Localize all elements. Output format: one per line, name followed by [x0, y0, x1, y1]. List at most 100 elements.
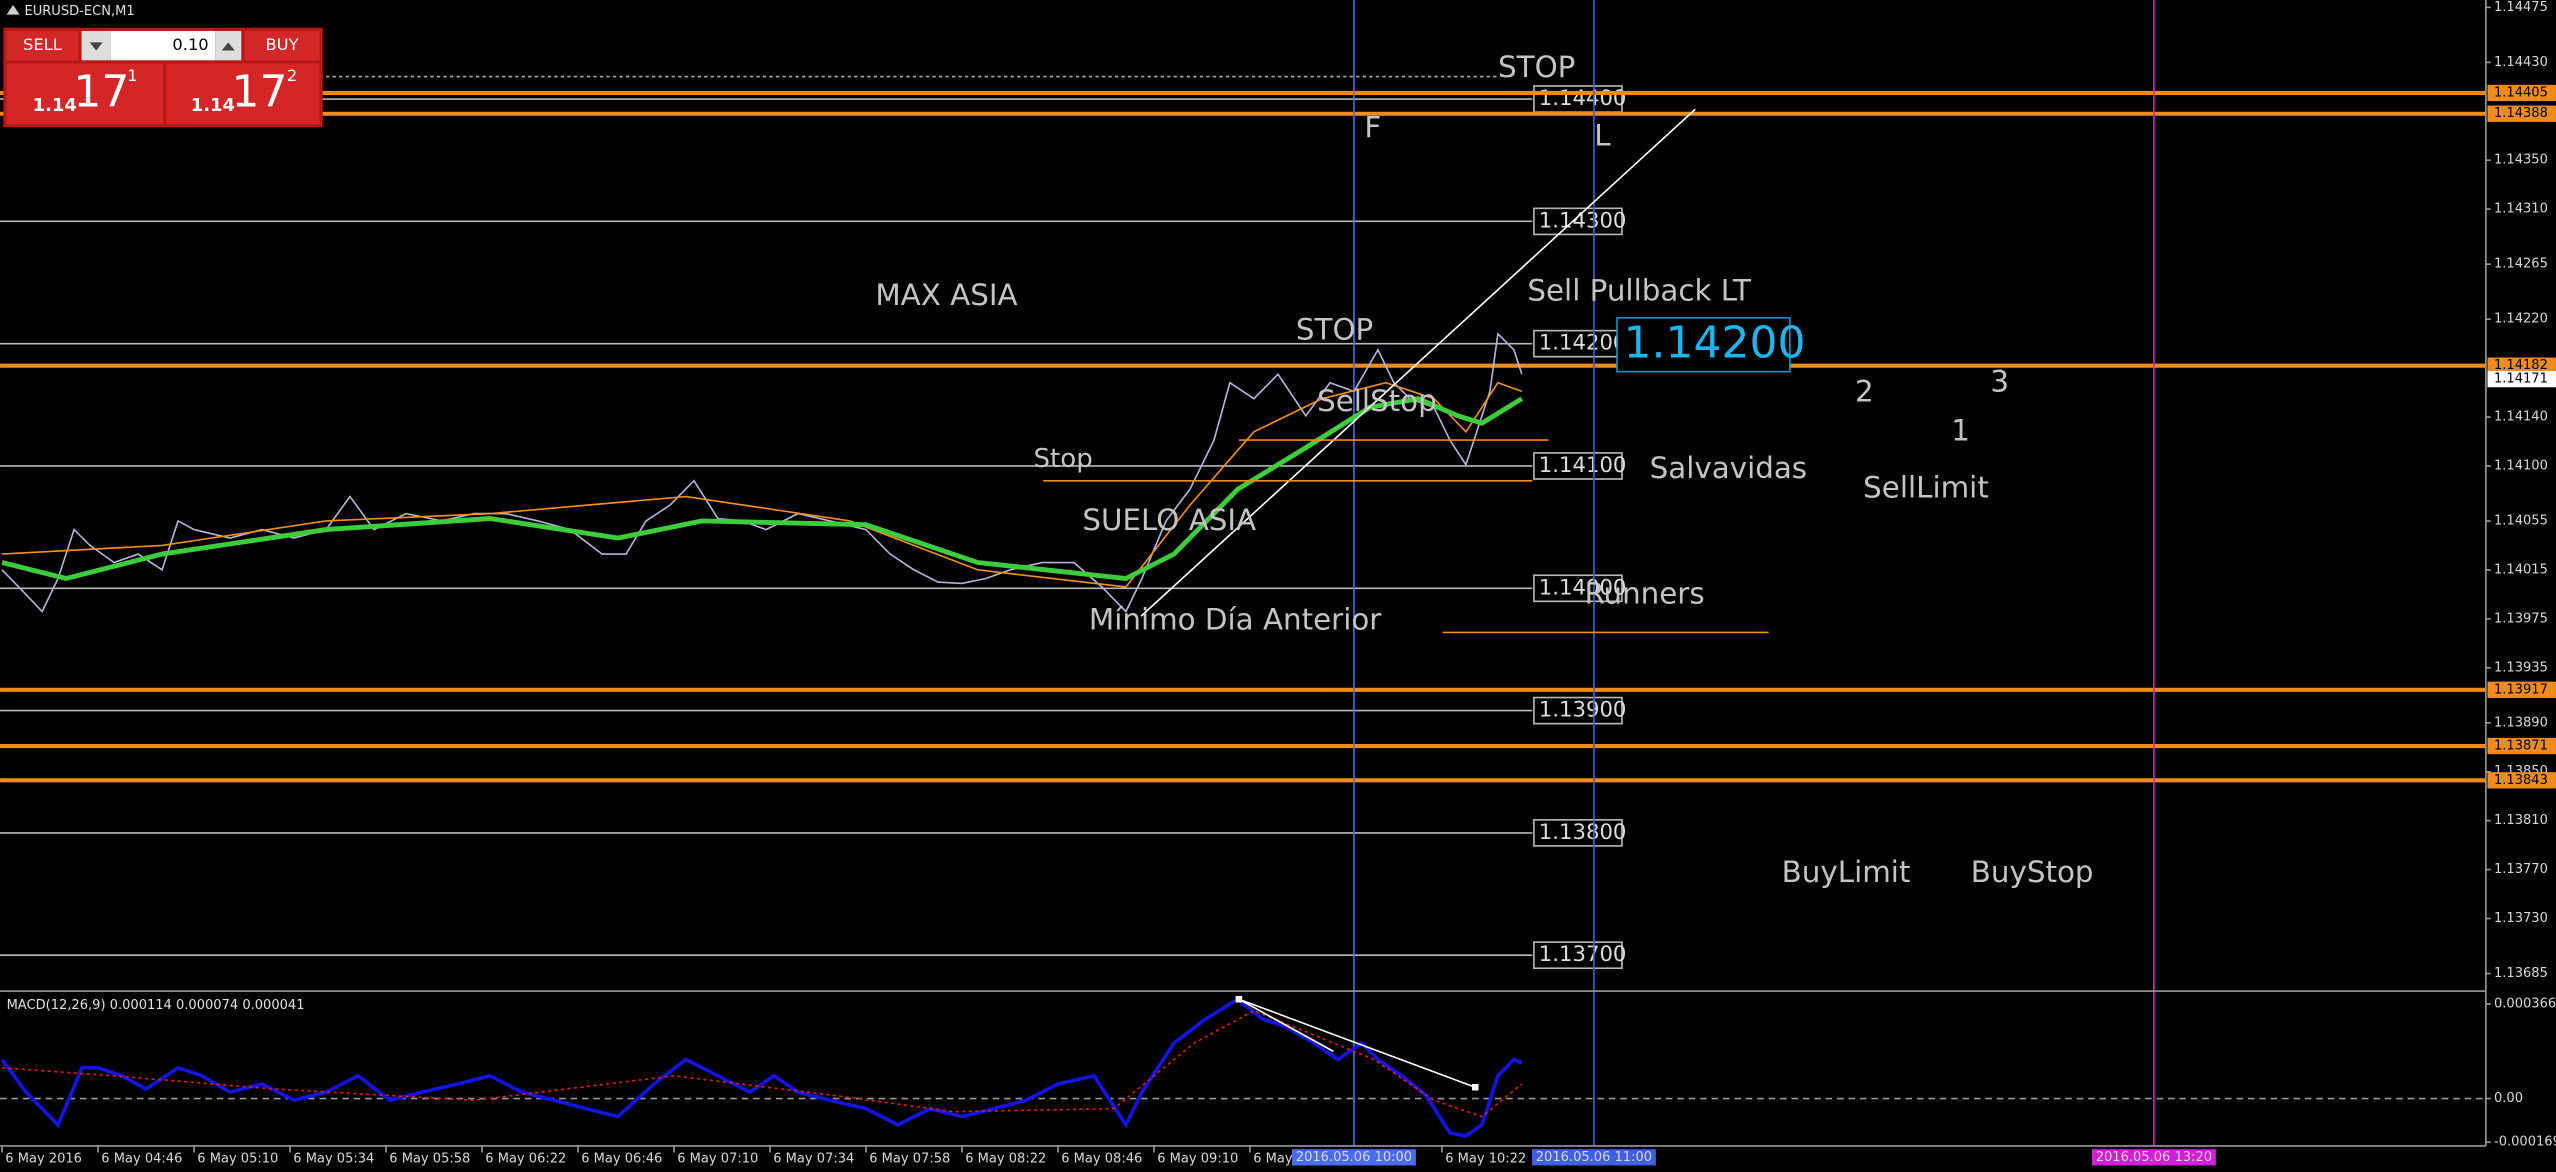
annotation: Salvavidas	[1650, 451, 1807, 485]
y-tick-label: 1.14055	[2494, 514, 2548, 529]
series-line	[1, 1009, 1523, 1118]
level-tag-label: 1.13917	[2494, 682, 2548, 697]
y-tick-label: 1.13975	[2494, 611, 2548, 626]
y-tick-label: 1.14220	[2494, 312, 2548, 327]
y-tick-label: 1.14015	[2494, 562, 2548, 577]
level-label: 1.14000	[1539, 574, 1627, 599]
level-label: 1.14400	[1539, 85, 1627, 110]
bid-box[interactable]	[6, 63, 164, 124]
level-box	[1533, 85, 1623, 113]
level-box	[1533, 696, 1623, 725]
annotation: Runners	[1584, 576, 1704, 610]
x-tick-label: 6 May 07:10	[677, 1151, 758, 1166]
x-tick-label: 6 May	[1253, 1151, 1293, 1166]
y-tick-label: -0.000169	[2494, 1135, 2556, 1150]
level-tag-label: 1.14388	[2494, 106, 2548, 121]
y-tick-label: 1.14310	[2494, 202, 2548, 217]
level-tag	[2487, 772, 2556, 789]
level-box	[1533, 819, 1623, 847]
y-tick-label: 1.14430	[2494, 55, 2548, 70]
annotation: F	[1364, 110, 1381, 144]
window-icon	[6, 4, 20, 15]
level-tag	[2487, 105, 2556, 122]
y-tick-label: 1.13770	[2494, 862, 2548, 877]
ask-pips: 17	[232, 67, 288, 118]
buy-button[interactable]	[244, 30, 320, 61]
annotation: Stop	[1033, 444, 1092, 474]
annotation: Sell Pullback LT	[1527, 273, 1751, 307]
trendline	[1140, 108, 1696, 617]
annotation: MAX ASIA	[875, 278, 1017, 312]
x-tick-label: 6 May 09:10	[1157, 1151, 1238, 1166]
x-tick-label: 6 May 2016	[5, 1151, 82, 1166]
x-tick-label: 6 May 08:46	[1061, 1151, 1142, 1166]
current-price-tag	[2487, 370, 2556, 388]
trade-panel: SELL 0.10 BUY 1.14 17 1 1.14 17 2	[3, 27, 323, 128]
y-tick-label: 1.13890	[2494, 715, 2548, 730]
y-tick-label: 1.14100	[2494, 458, 2548, 473]
anchor-point	[1235, 995, 1243, 1003]
x-tick-label: 6 May 10:22	[1445, 1151, 1526, 1166]
x-tick-label: 6 May 06:22	[485, 1151, 566, 1166]
level-tag-label: 1.13843	[2494, 773, 2548, 788]
time-marker-tag	[1292, 1149, 1416, 1166]
y-tick-label: 1.14265	[2494, 257, 2548, 272]
sell-label[interactable]: SELL	[23, 35, 62, 54]
arrow-icon	[89, 42, 103, 51]
x-tick-label: 6 May 05:34	[293, 1151, 374, 1166]
y-tick-label: 1.13685	[2494, 966, 2548, 981]
time-marker-tag	[2091, 1149, 2216, 1166]
y-tick-label: 1.14350	[2494, 153, 2548, 168]
bid-point: 1	[127, 66, 137, 85]
level-label: 1.14300	[1539, 207, 1627, 232]
level-label: 1.13700	[1539, 941, 1627, 966]
y-tick-label: 0.00	[2494, 1091, 2523, 1106]
y-tick-label: 1.13810	[2494, 813, 2548, 828]
ask-box[interactable]	[166, 63, 320, 124]
level-label: 1.14200	[1539, 330, 1627, 355]
level-tag-label: 1.13871	[2494, 739, 2548, 754]
time-marker-label: 2016.05.06 13:20	[2096, 1150, 2212, 1165]
annotation: STOP	[1498, 50, 1575, 84]
annotation: 2	[1855, 374, 1874, 408]
level-tag	[2487, 681, 2556, 698]
lot-input[interactable]	[110, 30, 216, 61]
level-box	[1533, 574, 1623, 603]
level-box	[1533, 207, 1623, 236]
level-box	[1533, 329, 1623, 358]
price-label-box	[1616, 317, 1791, 373]
window-title: EURUSD-ECN,M1	[24, 4, 134, 19]
annotation: BuyStop	[1971, 855, 2094, 889]
bid-pips: 17	[73, 67, 129, 118]
bid-big: 1.14	[33, 95, 77, 116]
series-line	[1, 332, 1523, 614]
macd-divergence-line	[1238, 998, 1476, 1089]
series-line	[0, 997, 1523, 1139]
annotation: SellLimit	[1863, 471, 1989, 505]
arrow-icon	[221, 42, 235, 51]
lot-value[interactable]: 0.10	[172, 35, 208, 54]
level-label: 1.14100	[1539, 452, 1627, 477]
level-tag-label: 1.14405	[2494, 85, 2548, 100]
annotation: Mínimo Día Anterior	[1089, 603, 1382, 637]
x-tick-label: 6 May 07:58	[869, 1151, 950, 1166]
time-marker-label: 2016.05.06 11:00	[1536, 1150, 1652, 1165]
annotation: 1	[1951, 413, 1970, 447]
buy-label[interactable]: BUY	[266, 35, 299, 54]
x-tick-label: 6 May 08:22	[965, 1151, 1046, 1166]
series-line	[1, 381, 1523, 588]
annotation: 3	[1990, 365, 2009, 399]
x-tick-label: 6 May 05:10	[197, 1151, 278, 1166]
x-tick-label: 6 May 06:46	[581, 1151, 662, 1166]
annotation: SUELO ASIA	[1082, 503, 1256, 537]
series-line	[1, 396, 1524, 582]
sell-button[interactable]	[6, 30, 79, 61]
x-tick-label: 6 May 05:58	[389, 1151, 470, 1166]
y-tick-label: 1.14475	[2494, 0, 2548, 15]
level-box	[1533, 941, 1623, 970]
x-tick-label: 6 May 07:34	[773, 1151, 854, 1166]
y-tick-label: 0.000366	[2494, 997, 2556, 1012]
annotation: L	[1594, 118, 1611, 152]
